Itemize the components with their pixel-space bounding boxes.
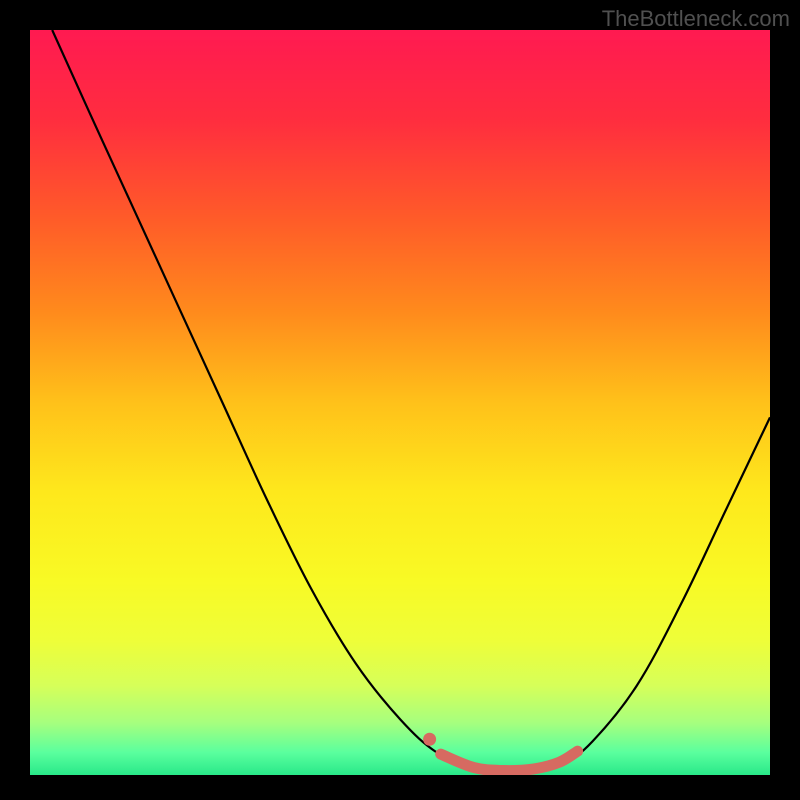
chart-svg: [30, 30, 770, 775]
chart-plot-area: [30, 30, 770, 775]
watermark-text: TheBottleneck.com: [602, 6, 790, 32]
series-main-curve: [52, 30, 770, 773]
series-highlight-start-dot: [423, 733, 436, 746]
series-highlight-segment: [441, 751, 578, 770]
